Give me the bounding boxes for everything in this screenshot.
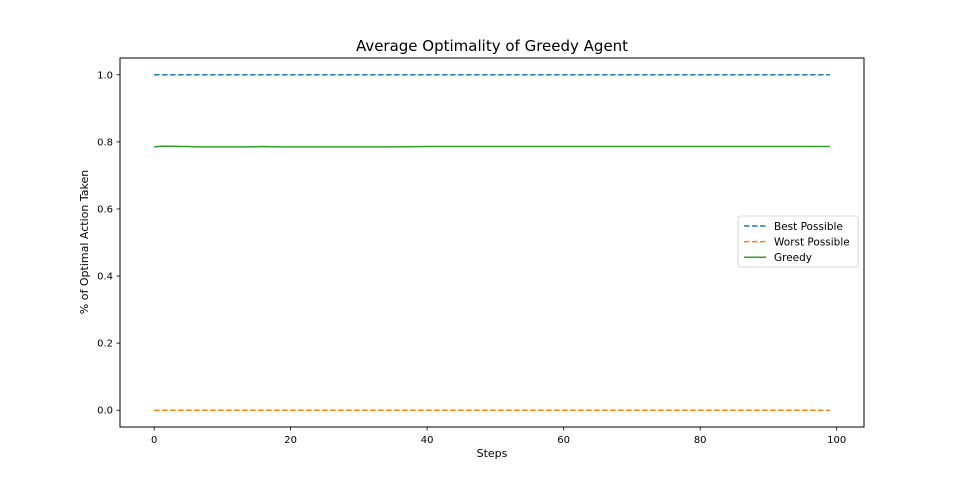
y-tick-label: 0.2 [97, 339, 113, 350]
y-axis-label: % of Optimal Action Taken [78, 170, 91, 314]
legend-label: Best Possible [774, 221, 843, 233]
x-tick-label: 40 [421, 435, 434, 446]
x-tick-label: 0 [151, 435, 157, 446]
legend: Best Possible Worst Possible Greedy [737, 215, 859, 268]
plot-area [154, 74, 830, 411]
x-tick-label: 100 [827, 435, 846, 446]
chart-title: Average Optimality of Greedy Agent [356, 37, 628, 55]
y-tick-label: 0.8 [97, 137, 113, 148]
legend-box [737, 215, 859, 268]
legend-label: Greedy [774, 252, 812, 264]
axis-ticks: 0 20 40 60 80 100 0.0 0.2 0.4 0.6 0.8 1.0 [97, 70, 846, 446]
x-tick-label: 60 [557, 435, 570, 446]
legend-label: Worst Possible [774, 237, 850, 249]
y-tick-label: 0.6 [97, 204, 113, 215]
plot-frame [119, 57, 865, 428]
series-line-greedy [154, 145, 830, 148]
x-axis-label: Steps [477, 447, 508, 460]
x-tick-label: 20 [284, 435, 297, 446]
x-tick-label: 80 [694, 435, 707, 446]
y-tick-label: 0.4 [97, 272, 113, 283]
y-tick-label: 0.0 [97, 406, 113, 417]
y-tick-label: 1.0 [97, 70, 113, 81]
